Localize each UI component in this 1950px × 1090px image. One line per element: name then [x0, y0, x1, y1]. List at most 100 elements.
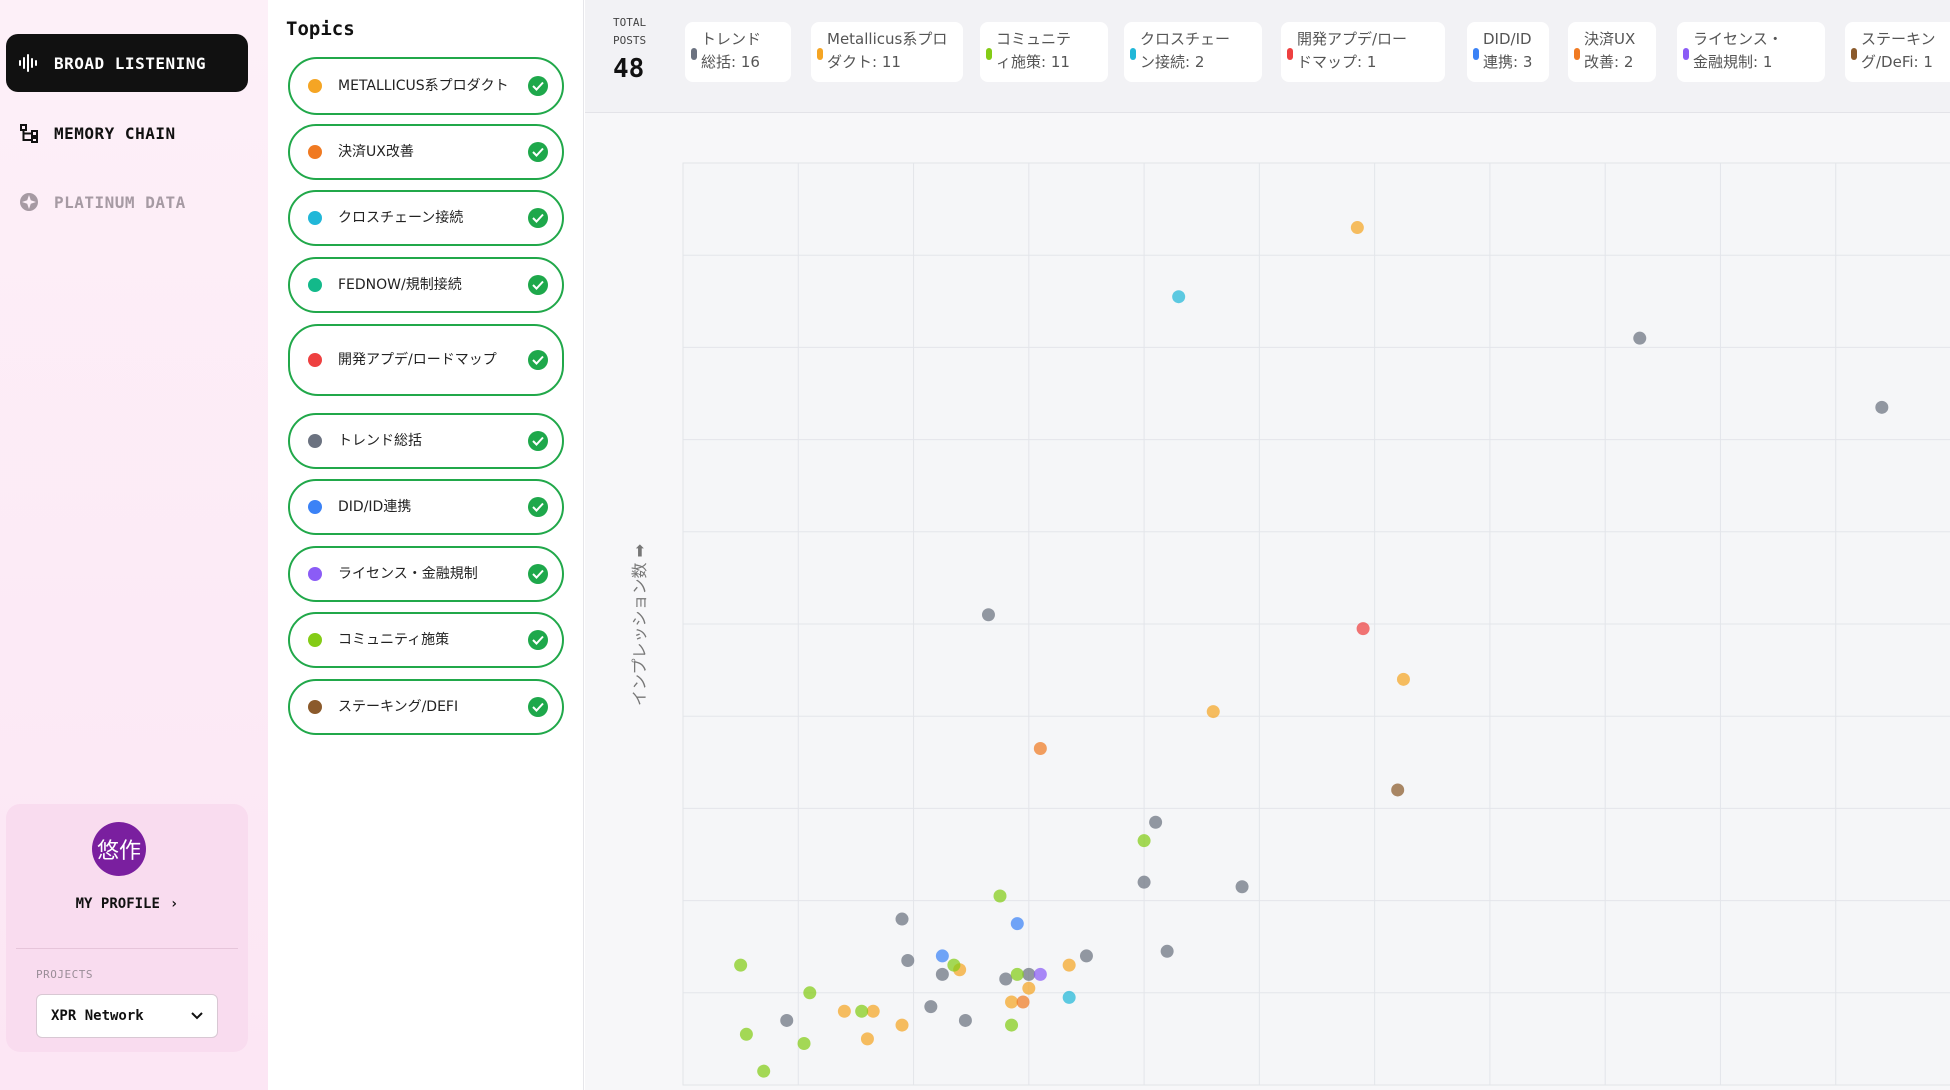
chip-count: 1 [1366, 53, 1377, 71]
nav-item-label: Broad Listening [54, 53, 206, 73]
data-point[interactable] [1010, 967, 1024, 981]
chip-topic-name-line2: 総括: 16 [701, 53, 760, 71]
projects-label: PROJECTS [36, 968, 93, 981]
nav-item-platinum-data[interactable]: Platinum Data [6, 173, 248, 231]
topic-filter-item[interactable]: 開発アプデ/ロードマップ [288, 324, 564, 396]
y-axis-label: インプレッション数 ➡ [630, 544, 649, 706]
data-point[interactable] [958, 1013, 972, 1027]
data-point[interactable] [1149, 815, 1163, 829]
data-point[interactable] [739, 1027, 753, 1041]
data-point[interactable] [734, 958, 748, 972]
topic-label: ステーキング/DEFI [338, 698, 459, 715]
topic-count-chip[interactable]: クロスチェー ン接続: 2 [1124, 22, 1262, 82]
topic-count-chip[interactable]: ステーキン グ/DeFi: 1 [1845, 22, 1950, 82]
topic-filter-item[interactable]: ステーキング/DEFI [288, 679, 564, 735]
nav-item-label: Memory Chain [54, 123, 176, 143]
data-point[interactable] [1137, 875, 1151, 889]
chip-count: 2 [1194, 53, 1205, 71]
data-point[interactable] [1235, 880, 1249, 894]
topic-count-chip[interactable]: DID/ID 連携: 3 [1467, 22, 1549, 82]
data-point[interactable] [924, 1000, 938, 1014]
topic-color-dot [308, 633, 322, 647]
data-point[interactable] [1016, 995, 1030, 1009]
topic-count-chip[interactable]: トレンド総括: 16 [685, 22, 791, 82]
data-point[interactable] [999, 972, 1013, 986]
topic-filter-item[interactable]: クロスチェーン接続 [288, 190, 564, 246]
data-point[interactable] [1633, 331, 1647, 345]
chip-topic-name: 開発アプデ/ロー [1297, 30, 1408, 48]
data-point[interactable] [1022, 967, 1036, 981]
data-point[interactable] [757, 1064, 771, 1078]
data-point[interactable] [1160, 944, 1174, 958]
topic-filter-item[interactable]: 決済UX改善 [288, 124, 564, 180]
data-point[interactable] [866, 1004, 880, 1018]
topic-filter-item[interactable]: FEDNOW/規制接続 [288, 257, 564, 313]
chip-count: 1 [1923, 53, 1933, 71]
data-point[interactable] [947, 958, 961, 972]
avatar[interactable]: 悠作 [92, 822, 146, 876]
topic-filter-item[interactable]: コミュニティ施策 [288, 612, 564, 668]
data-point[interactable] [1172, 290, 1186, 304]
chip-count: 3 [1522, 53, 1533, 71]
data-point[interactable] [993, 889, 1007, 903]
data-point[interactable] [780, 1013, 794, 1027]
chevron-right-icon: › [169, 896, 179, 912]
data-point[interactable] [981, 608, 995, 622]
topic-count-chip[interactable]: 開発アプデ/ロー ドマップ: 1 [1281, 22, 1445, 82]
topic-count-chip[interactable]: ライセンス・ 金融規制: 1 [1677, 22, 1825, 82]
data-point[interactable] [901, 954, 915, 968]
data-point[interactable] [1079, 949, 1093, 963]
data-point[interactable] [797, 1037, 811, 1051]
topic-label: ライセンス・金融規制 [338, 565, 478, 582]
data-point[interactable] [855, 1004, 869, 1018]
topic-filter-item[interactable]: トレンド総括 [288, 413, 564, 469]
data-point[interactable] [1875, 400, 1889, 414]
topic-filter-item[interactable]: ライセンス・金融規制 [288, 546, 564, 602]
topic-color-dot [308, 700, 322, 714]
chip-topic-name: ステーキン [1861, 30, 1936, 48]
data-point[interactable] [1206, 705, 1220, 719]
data-point[interactable] [1005, 995, 1019, 1009]
data-point[interactable] [1022, 981, 1036, 995]
chevron-down-icon [191, 1008, 203, 1024]
nav-item-memory-chain[interactable]: Memory Chain [6, 104, 248, 162]
data-point[interactable] [1033, 967, 1047, 981]
data-point[interactable] [1396, 672, 1410, 686]
nav-item-broad-listening[interactable]: Broad Listening [6, 34, 248, 92]
data-point[interactable] [1005, 1018, 1019, 1032]
data-point[interactable] [1033, 741, 1047, 755]
project-select[interactable]: XPR Network [36, 994, 218, 1038]
my-profile-label: MY PROFILE [75, 896, 160, 912]
data-point[interactable] [895, 1018, 909, 1032]
topic-filter-item[interactable]: DID/ID連携 [288, 479, 564, 535]
chip-count: 1 [1762, 53, 1773, 71]
topic-count-chip[interactable]: Metallicus系プロ ダクト: 11 [811, 22, 963, 82]
data-point[interactable] [837, 1004, 851, 1018]
topic-label: トレンド総括 [338, 432, 422, 449]
data-point[interactable] [935, 967, 949, 981]
data-point[interactable] [860, 1032, 874, 1046]
check-circle-icon [528, 564, 548, 584]
data-point[interactable] [803, 986, 817, 1000]
topic-color-dot [308, 145, 322, 159]
data-point[interactable] [1356, 622, 1370, 636]
topic-count-chip[interactable]: コミュニテ ィ施策: 11 [980, 22, 1108, 82]
main-navigation: Broad Listening Memory Chain Platinum Da… [0, 0, 268, 1090]
data-point[interactable] [1010, 917, 1024, 931]
chip-topic-name: トレンド [701, 30, 762, 48]
data-point[interactable] [935, 949, 949, 963]
topic-filter-item[interactable]: METALLICUS系プロダクト [288, 57, 564, 115]
data-point[interactable] [1062, 990, 1076, 1004]
data-point[interactable] [895, 912, 909, 926]
data-point[interactable] [1062, 958, 1076, 972]
topic-color-dot [308, 353, 322, 367]
chip-topic-name: Metallicus系プロ [827, 30, 948, 48]
topic-count-chip[interactable]: 決済UX 改善: 2 [1568, 22, 1656, 82]
data-point[interactable] [1391, 783, 1405, 797]
chip-topic-name-line2: 連携: 3 [1483, 53, 1533, 71]
chip-color-dot [1473, 48, 1479, 60]
my-profile-link[interactable]: MY PROFILE › [6, 896, 248, 912]
data-point[interactable] [1137, 834, 1151, 848]
data-point[interactable] [1350, 221, 1364, 235]
chip-topic-name: ライセンス・ [1693, 30, 1783, 48]
